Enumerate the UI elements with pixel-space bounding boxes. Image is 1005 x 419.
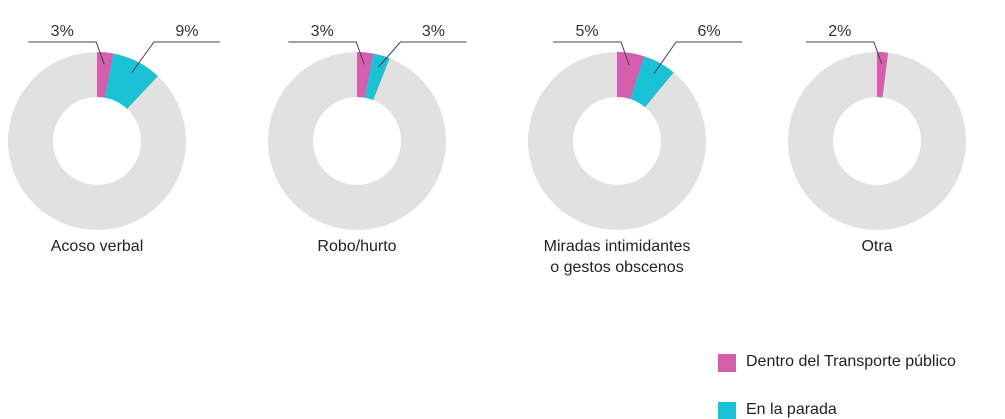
donut-segment [617, 52, 645, 100]
data-label: 2% [828, 23, 851, 40]
data-label: 3% [51, 23, 74, 40]
legend-swatch [718, 354, 736, 372]
donut-segment [630, 56, 674, 108]
category-label: Robo/hurto [317, 238, 397, 255]
legend-label: En la parada [746, 401, 837, 418]
donut-segment [365, 53, 390, 101]
legend-swatch [718, 402, 736, 419]
donut-segment [97, 52, 114, 98]
category-label: Miradas intimidantes o gestos obscenos [543, 238, 691, 276]
data-label: 9% [175, 23, 198, 40]
donut-segment [105, 53, 158, 109]
data-label: 6% [698, 23, 721, 40]
leader-line [805, 41, 883, 65]
category-label: Otra [861, 238, 893, 255]
data-label: 5% [575, 23, 598, 40]
leader-line [653, 41, 743, 74]
leader-line [131, 41, 220, 73]
leader-line [553, 41, 630, 66]
category-label: Acoso verbal [50, 238, 144, 255]
data-label: 3% [311, 23, 334, 40]
donut-segment [357, 52, 374, 98]
leader-line [28, 41, 105, 65]
data-label: 3% [422, 23, 445, 40]
legend-label: Dentro del Transporte público [746, 353, 956, 370]
leader-line [288, 41, 365, 65]
leader-line [378, 41, 467, 68]
donut-segment [877, 52, 889, 98]
